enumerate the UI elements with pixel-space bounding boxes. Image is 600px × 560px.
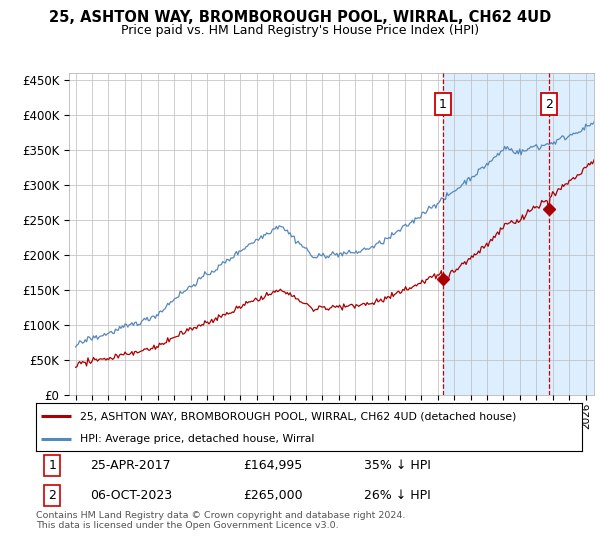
Text: 35% ↓ HPI: 35% ↓ HPI [364, 459, 430, 472]
Text: 06-OCT-2023: 06-OCT-2023 [91, 488, 173, 502]
Text: 26% ↓ HPI: 26% ↓ HPI [364, 488, 430, 502]
Bar [549, 73, 594, 395]
Text: £164,995: £164,995 [244, 459, 303, 472]
Text: 2: 2 [545, 98, 553, 111]
Text: 25, ASHTON WAY, BROMBOROUGH POOL, WIRRAL, CH62 4UD: 25, ASHTON WAY, BROMBOROUGH POOL, WIRRAL… [49, 10, 551, 25]
Text: £265,000: £265,000 [244, 488, 303, 502]
Text: 25, ASHTON WAY, BROMBOROUGH POOL, WIRRAL, CH62 4UD (detached house): 25, ASHTON WAY, BROMBOROUGH POOL, WIRRAL… [80, 411, 516, 421]
Text: 1: 1 [439, 98, 447, 111]
Text: Price paid vs. HM Land Registry's House Price Index (HPI): Price paid vs. HM Land Registry's House … [121, 24, 479, 36]
Text: Contains HM Land Registry data © Crown copyright and database right 2024.
This d: Contains HM Land Registry data © Crown c… [36, 511, 406, 530]
Text: HPI: Average price, detached house, Wirral: HPI: Average price, detached house, Wirr… [80, 434, 314, 444]
Text: 2: 2 [49, 488, 56, 502]
Text: 25-APR-2017: 25-APR-2017 [91, 459, 171, 472]
Text: 1: 1 [49, 459, 56, 472]
Bar [443, 73, 549, 395]
